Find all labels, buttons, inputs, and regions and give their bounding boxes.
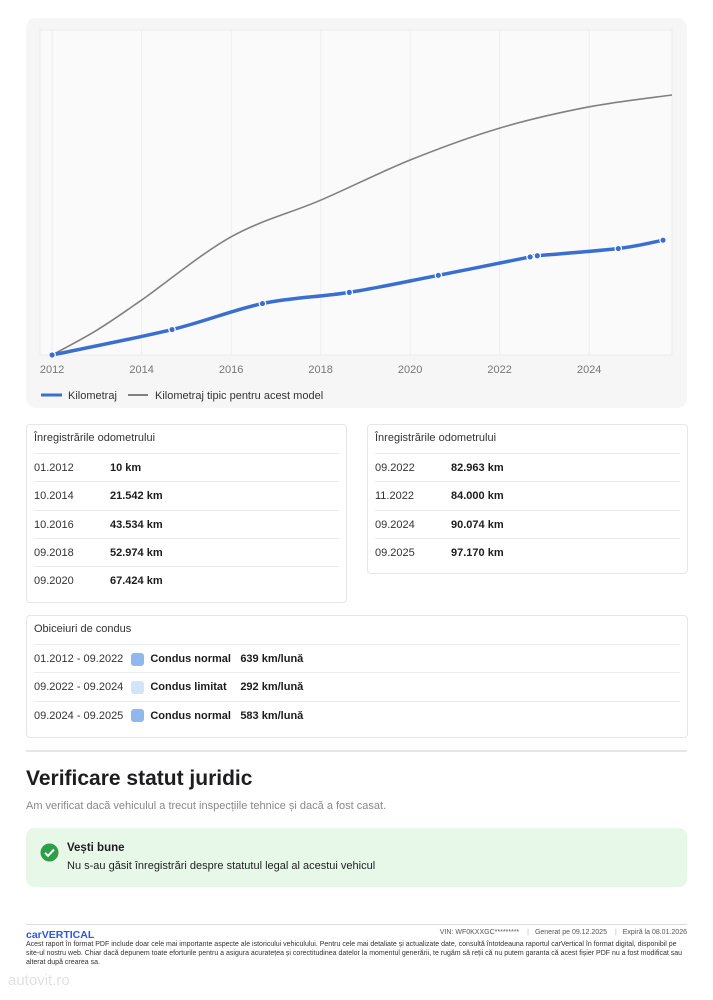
mileage: 84.000 km: [451, 490, 504, 503]
date: 11.2022: [375, 490, 414, 503]
legend-label: Kilometraj: [68, 390, 117, 402]
mileage: 43.534 km: [110, 518, 163, 531]
rate: 292 km/lună: [240, 681, 304, 694]
x-tick-label: 2020: [398, 364, 422, 376]
disclaimer: Acest raport în format PDF include doar …: [26, 941, 683, 966]
mileage: 82.963 km: [451, 462, 504, 474]
period: 01.2012 - 09.2022: [34, 653, 124, 665]
data-point: [434, 271, 443, 280]
habit: Condus normal: [150, 709, 231, 722]
habit: Condus limitat: [150, 681, 227, 694]
series-line: [51, 238, 664, 357]
date: 09.2020: [34, 575, 74, 588]
date: 10.2014: [34, 490, 74, 503]
data-point: [345, 288, 354, 297]
driving-card: Obiceiuri de condus 01.2012 - 09.2022 Cond…: [26, 615, 688, 738]
table-row: 09.2024 90.074 km: [375, 509, 680, 539]
data-point: [526, 253, 534, 261]
date: 10.2016: [34, 518, 74, 531]
expires: 08.01.2026: [651, 929, 687, 936]
x-tick-label: 2024: [577, 364, 601, 376]
date: 01.2012: [34, 462, 74, 474]
period: 09.2022 - 09.2024: [34, 681, 124, 694]
habit: Condus normal: [150, 653, 231, 665]
table-row: 10.2014 21.542 km: [34, 481, 339, 510]
data-point: [659, 236, 667, 244]
mileage: 21.542 km: [110, 490, 163, 503]
swatch: [131, 652, 145, 666]
table-row: 09.2022 82.963 km: [375, 453, 680, 482]
mileage: 97.170 km: [451, 546, 504, 559]
date: 09.2025: [375, 546, 415, 559]
mileage: 10 km: [110, 462, 142, 474]
date: 09.2018: [34, 546, 74, 559]
card-title: Obiceiuri de condus: [34, 623, 132, 635]
card-title: Înregistrările odometrului: [375, 432, 497, 444]
series-line: [51, 94, 673, 356]
odometer-card: Înregistrările odometrului 01.2012 10 km 10…: [26, 424, 347, 603]
swatch: [131, 709, 145, 723]
section-title: Verificare statut juridic: [26, 767, 253, 790]
table-row: 01.2012 10 km: [34, 453, 339, 482]
mileage: 67.424 km: [110, 575, 163, 588]
x-tick-label: 2016: [219, 364, 243, 376]
x-tick-label: 2018: [308, 364, 332, 376]
table-row: 10.2016 43.534 km: [34, 509, 339, 539]
footer-line: [26, 924, 687, 925]
mileage: 52.974 km: [110, 546, 163, 559]
rate: 639 km/lună: [240, 653, 304, 665]
table-row: 09.2018 52.974 km: [34, 537, 339, 567]
odometer-card: Înregistrările odometrului 09.2022 82.963 …: [367, 424, 688, 575]
watermark: autovit.ro: [8, 972, 70, 989]
vin-label: VIN:: [439, 929, 454, 936]
plot-area: [39, 29, 673, 356]
x-tick-label: 2012: [40, 364, 64, 376]
section-subtitle: Am verificat dacă vehiculul a trecut ins…: [26, 800, 387, 812]
driving-row: 01.2012 - 09.2022 Condus normal 639 km/lun…: [34, 644, 680, 673]
driving-row: 09.2024 - 09.2025 Condus normal 583 km/lun…: [34, 700, 680, 730]
data-point: [533, 251, 542, 260]
generated: 09.12.2025: [571, 929, 607, 936]
table-row: 11.2022 84.000 km: [375, 481, 680, 510]
chart: 2012 2014 2016 2018 2020 2022 2024 Kilometraj …: [39, 29, 673, 402]
data-point: [168, 325, 176, 334]
date: 09.2022: [375, 462, 415, 474]
notice: Vești bune Nu s-au găsit înregistrări de…: [26, 828, 687, 887]
data-point: [258, 299, 267, 308]
logo: carVERTICAL: [26, 929, 95, 941]
data-point: [614, 244, 623, 253]
table-row: 09.2025 97.170 km: [375, 537, 680, 567]
driving-row: 09.2022 - 09.2024 Condus limitat 292 km/lu…: [34, 672, 680, 701]
check-icon: [40, 843, 59, 862]
notice-text: Nu s-au găsit înregistrări despre statut…: [67, 860, 376, 872]
swatch: [131, 680, 145, 694]
data-point: [48, 351, 56, 359]
vin: WF0KXXGC*********: [455, 929, 520, 936]
footer-meta: VIN: WF0KXXGC********* | Generat pe 09.12…: [439, 929, 687, 936]
card-title: Înregistrările odometrului: [34, 432, 156, 444]
expires-label: Expiră la: [622, 929, 650, 936]
notice-title: Vești bune: [67, 842, 125, 854]
x-tick-label: 2022: [487, 364, 511, 376]
mileage: 90.074 km: [451, 518, 504, 531]
divider: [26, 750, 687, 752]
table-row: 09.2020 67.424 km: [34, 566, 339, 595]
legend-label: Kilometraj tipic pentru acest model: [155, 390, 323, 402]
period: 09.2024 - 09.2025: [34, 709, 124, 722]
rate: 583 km/lună: [240, 709, 304, 722]
x-tick-label: 2014: [129, 364, 153, 376]
date: 09.2024: [375, 518, 415, 531]
generated-label: Generat pe: [534, 929, 570, 936]
